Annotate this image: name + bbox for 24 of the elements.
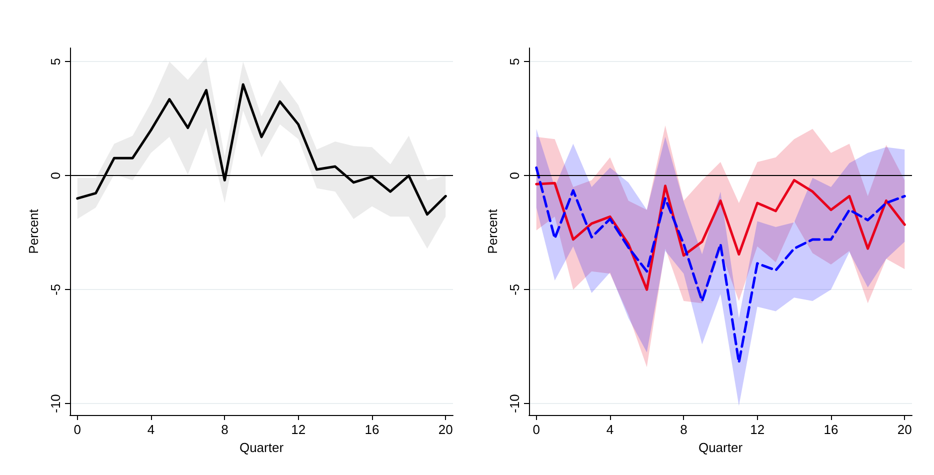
y-axis-title: Percent [485, 208, 500, 254]
x-tick-label: 0 [532, 422, 540, 437]
x-tick-label: 8 [221, 422, 228, 437]
y-tick-label: 0 [507, 172, 522, 180]
x-tick-label: 12 [750, 422, 765, 437]
x-tick-label: 20 [897, 422, 912, 437]
x-tick-label: 4 [147, 422, 155, 437]
y-tick-label: 5 [48, 58, 63, 66]
y-tick-label: -10 [48, 394, 63, 413]
y-axis-title: Percent [26, 208, 41, 254]
x-axis-title: Quarter [239, 440, 284, 455]
x-tick-label: 4 [606, 422, 614, 437]
y-tick-label: -10 [507, 394, 522, 413]
y-tick-label: -5 [48, 284, 63, 296]
x-tick-label: 16 [824, 422, 838, 437]
x-tick-label: 12 [291, 422, 306, 437]
y-tick-label: 5 [507, 58, 522, 66]
x-axis-title: Quarter [698, 440, 744, 455]
y-tick-label: -5 [507, 284, 522, 296]
x-tick-label: 16 [364, 422, 380, 437]
x-tick-label: 8 [680, 422, 688, 437]
x-tick-label: 20 [438, 422, 453, 437]
y-tick-label: 0 [48, 172, 63, 180]
x-tick-label: 0 [74, 422, 81, 437]
